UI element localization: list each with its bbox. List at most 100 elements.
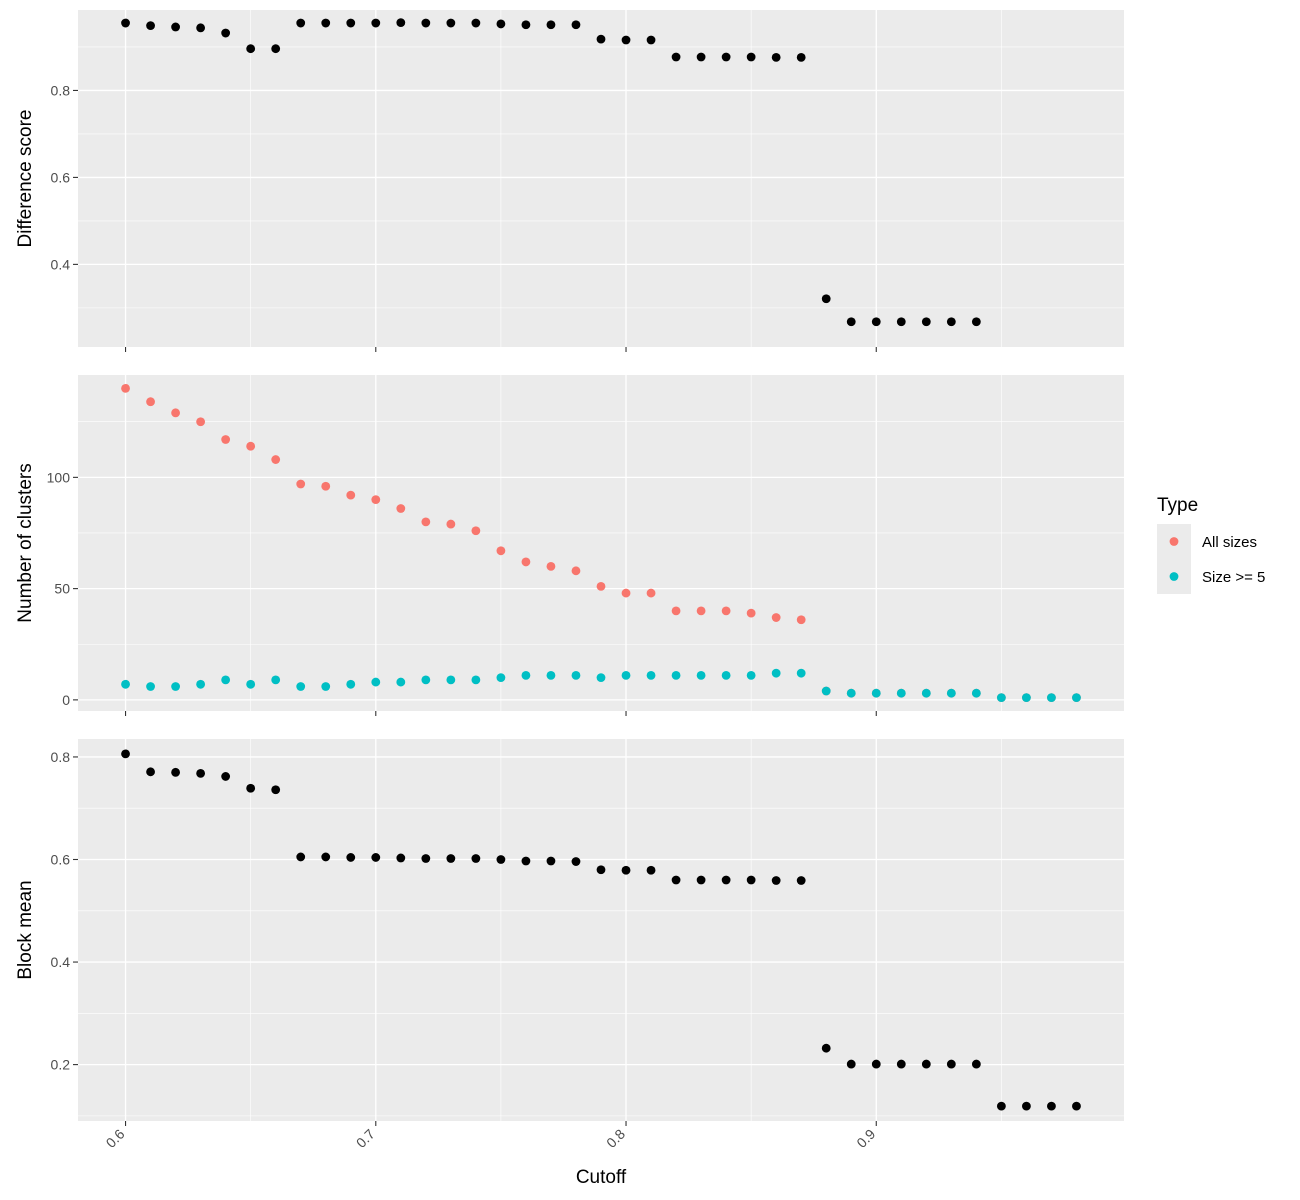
data-point — [1047, 1101, 1056, 1111]
data-point — [371, 495, 381, 505]
y-tick-label: 0.8 — [51, 82, 71, 98]
data-point — [971, 317, 981, 327]
x-tick-label: 0.8 — [603, 1126, 628, 1151]
data-point — [671, 52, 681, 62]
y-tick-label: 100 — [47, 469, 71, 485]
data-point — [671, 606, 681, 616]
data-point — [421, 517, 431, 527]
y-tick-label: 0 — [62, 692, 70, 708]
data-point — [746, 608, 756, 618]
data-point — [246, 679, 256, 689]
data-point — [246, 783, 256, 793]
legend-entry-label: Size >= 5 — [1202, 569, 1265, 586]
data-point — [521, 856, 531, 866]
data-point — [221, 772, 231, 781]
data-point — [671, 875, 681, 885]
data-point — [196, 417, 206, 427]
data-point — [471, 526, 481, 536]
data-point — [296, 682, 306, 691]
data-point — [696, 52, 706, 62]
data-point — [146, 397, 155, 407]
data-point — [621, 865, 631, 875]
data-point — [471, 675, 481, 685]
data-point — [696, 606, 706, 616]
chart-panels: 0.4 0.6 0.8 Difference score 0 50 100 Number of… — [15, 10, 1124, 1188]
data-point — [771, 876, 781, 885]
data-point — [271, 44, 281, 54]
data-point — [246, 441, 256, 451]
data-point — [421, 18, 431, 28]
data-point — [171, 22, 180, 32]
data-point — [321, 18, 331, 28]
data-point — [421, 675, 431, 685]
y-tick-label: 0.4 — [51, 256, 71, 272]
panel-background — [78, 739, 1124, 1121]
data-point — [971, 688, 981, 698]
data-point — [296, 852, 306, 862]
data-point — [846, 1059, 856, 1069]
data-point — [671, 670, 681, 680]
data-point — [146, 767, 155, 777]
data-point — [971, 1059, 981, 1069]
data-point — [646, 35, 656, 45]
data-point — [721, 670, 731, 680]
y-tick-label: 0.6 — [51, 851, 71, 867]
data-point — [371, 677, 381, 687]
data-point — [221, 28, 231, 38]
data-point — [121, 383, 130, 393]
data-point — [646, 588, 656, 598]
x-tick-label: 0.9 — [853, 1126, 878, 1151]
data-point — [596, 673, 606, 683]
data-point — [396, 18, 406, 28]
data-point — [171, 408, 180, 418]
data-point — [446, 854, 456, 863]
data-point — [896, 1059, 906, 1069]
data-point — [721, 875, 731, 885]
data-point — [996, 1101, 1006, 1111]
data-point — [621, 588, 631, 598]
legend-swatch — [1169, 537, 1179, 546]
data-point — [121, 18, 130, 28]
data-point — [346, 679, 356, 689]
series-1 — [121, 749, 1081, 1111]
data-point — [596, 865, 606, 875]
y-tick-label: 0.4 — [51, 954, 71, 970]
y-axis-title: Number of clusters — [15, 463, 36, 622]
data-point — [496, 855, 506, 864]
data-point — [121, 749, 130, 759]
x-tick-label: 0.7 — [353, 1126, 378, 1151]
data-point — [196, 768, 206, 778]
data-point — [346, 490, 356, 500]
data-point — [696, 670, 706, 680]
data-point — [646, 865, 656, 875]
data-point — [496, 546, 506, 556]
legend-entry-label: All sizes — [1202, 534, 1257, 551]
panel-3: 0.2 0.4 0.6 0.8 0.6 0.7 0.8 0.9 Block mean Cutoff — [15, 739, 1124, 1188]
y-tick-label: 0.2 — [51, 1057, 71, 1073]
data-point — [471, 18, 481, 28]
data-point — [721, 52, 731, 62]
data-point — [346, 853, 356, 862]
data-point — [571, 20, 581, 30]
data-point — [871, 317, 881, 327]
data-point — [546, 856, 556, 866]
data-point — [421, 854, 431, 863]
data-point — [896, 688, 906, 698]
data-point — [521, 670, 531, 680]
data-point — [321, 682, 331, 691]
data-point — [571, 566, 581, 576]
data-point — [921, 688, 931, 698]
data-point — [621, 670, 631, 680]
data-point — [271, 785, 281, 795]
data-point — [696, 875, 706, 885]
data-point — [446, 675, 456, 685]
data-point — [796, 876, 806, 885]
data-point — [296, 18, 306, 28]
data-point — [646, 670, 656, 680]
data-point — [546, 20, 556, 30]
data-point — [1047, 693, 1056, 703]
data-point — [1022, 693, 1031, 703]
data-point — [146, 21, 155, 31]
data-point — [321, 481, 331, 491]
